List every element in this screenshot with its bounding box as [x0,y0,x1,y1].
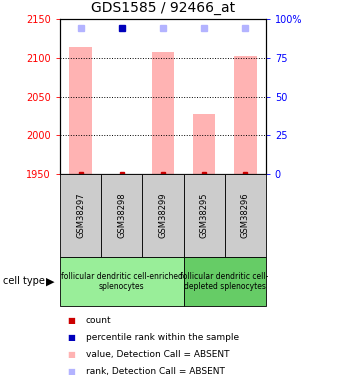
Title: GDS1585 / 92466_at: GDS1585 / 92466_at [91,1,235,15]
Text: percentile rank within the sample: percentile rank within the sample [86,333,239,342]
Text: GSM38297: GSM38297 [76,193,85,238]
Bar [152,52,174,174]
Bar [184,174,225,257]
Text: follicular dendritic cell-enriched
splenocytes: follicular dendritic cell-enriched splen… [61,272,183,291]
Bar [184,257,266,306]
Text: rank, Detection Call = ABSENT: rank, Detection Call = ABSENT [86,367,225,375]
Text: GSM38299: GSM38299 [158,193,167,238]
Text: count: count [86,316,111,325]
Bar [193,114,215,174]
Text: follicular dendritic cell-
depleted splenocytes: follicular dendritic cell- depleted sple… [180,272,269,291]
Text: cell type: cell type [3,276,45,286]
Bar [69,47,92,174]
Bar [60,257,184,306]
Text: ■: ■ [67,350,75,359]
Bar [142,174,184,257]
Text: ▶: ▶ [46,276,55,286]
Text: ■: ■ [67,316,75,325]
Text: ■: ■ [67,333,75,342]
Bar [60,174,101,257]
Bar [225,174,266,257]
Text: GSM38296: GSM38296 [241,193,250,238]
Bar [101,174,142,257]
Text: GSM38295: GSM38295 [200,193,209,238]
Text: ■: ■ [67,367,75,375]
Text: GSM38298: GSM38298 [117,193,126,238]
Bar [234,56,257,174]
Text: value, Detection Call = ABSENT: value, Detection Call = ABSENT [86,350,229,359]
